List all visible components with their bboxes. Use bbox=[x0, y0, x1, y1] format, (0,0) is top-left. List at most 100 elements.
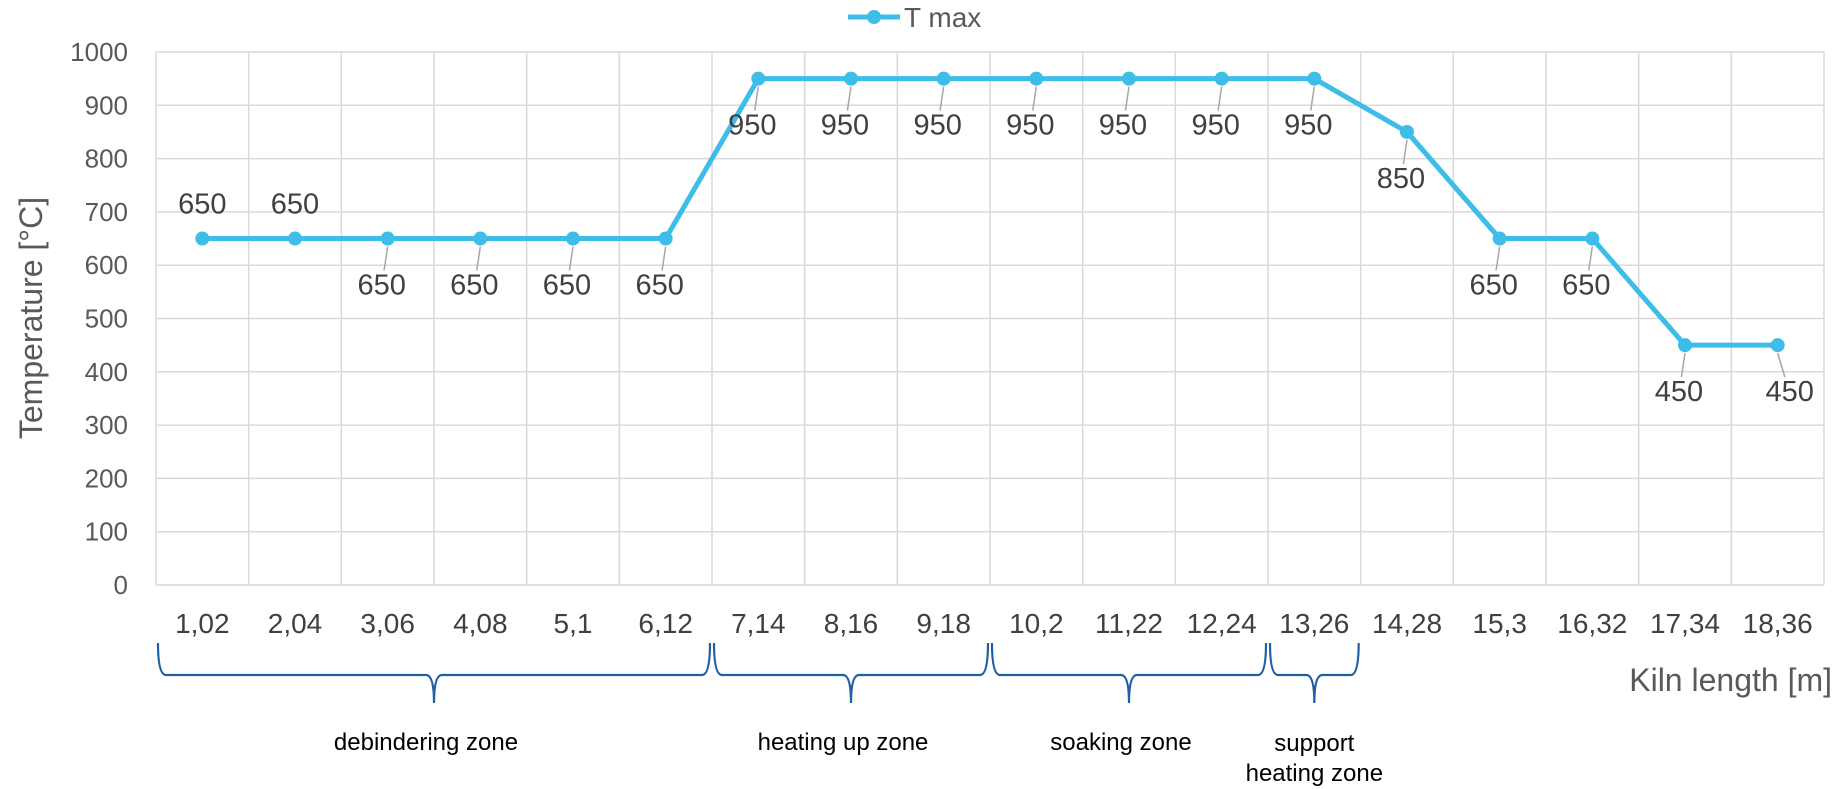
data-label: 950 bbox=[1284, 110, 1332, 142]
x-tick-label: 3,06 bbox=[360, 608, 415, 639]
data-label-leader bbox=[1495, 246, 1501, 271]
y-tick-label: 500 bbox=[85, 304, 128, 334]
data-label-leader bbox=[1402, 139, 1408, 165]
data-label: 950 bbox=[1006, 110, 1054, 142]
x-tick-label: 9,18 bbox=[916, 608, 971, 639]
data-point bbox=[195, 231, 210, 246]
data-point bbox=[380, 231, 395, 246]
zone-brace bbox=[1268, 642, 1360, 704]
data-point bbox=[473, 231, 488, 246]
x-axis-title: Kiln length [m] bbox=[1629, 662, 1832, 698]
zone-label-line: support bbox=[1274, 730, 1354, 757]
data-label-leader bbox=[568, 246, 574, 271]
y-tick-label: 700 bbox=[85, 197, 128, 227]
y-tick-label: 1000 bbox=[70, 37, 128, 67]
zone-label-line: heating zone bbox=[1246, 760, 1383, 787]
legend: T max bbox=[848, 2, 981, 33]
data-label: 650 bbox=[1562, 270, 1610, 302]
x-tick-label: 13,26 bbox=[1279, 608, 1349, 639]
x-tick-label: 12,24 bbox=[1187, 608, 1257, 639]
series-line bbox=[202, 76, 1778, 348]
data-label-leader bbox=[661, 246, 667, 271]
x-tick-label: 14,28 bbox=[1372, 608, 1442, 639]
data-label: 650 bbox=[178, 189, 226, 221]
data-label: 950 bbox=[1099, 110, 1147, 142]
data-label: 950 bbox=[728, 110, 776, 142]
data-label: 950 bbox=[821, 110, 869, 142]
data-point bbox=[566, 231, 580, 246]
data-label-leader bbox=[1680, 353, 1686, 378]
gridlines bbox=[155, 51, 1825, 586]
zone-label: heating up zone bbox=[758, 729, 929, 756]
data-label: 650 bbox=[635, 270, 683, 302]
data-point bbox=[1214, 71, 1229, 86]
x-tick-label: 17,34 bbox=[1650, 608, 1720, 639]
zone-annotations: debindering zone heating up zone soaking z… bbox=[156, 642, 1383, 787]
x-tick-label: 7,14 bbox=[731, 608, 786, 639]
data-point bbox=[1122, 71, 1136, 86]
zone-brace bbox=[712, 642, 990, 704]
x-tick-label: 5,1 bbox=[554, 608, 593, 639]
y-tick-label: 400 bbox=[85, 357, 128, 387]
y-tick-label: 600 bbox=[85, 250, 128, 280]
x-tick-label: 11,22 bbox=[1095, 608, 1163, 639]
data-point bbox=[1307, 71, 1322, 86]
data-label-leader bbox=[846, 86, 852, 111]
data-label-leader bbox=[1309, 86, 1316, 111]
data-label: 450 bbox=[1655, 376, 1703, 408]
data-label-leader bbox=[1217, 86, 1223, 111]
y-axis-title: Temperature [°C] bbox=[13, 197, 49, 439]
x-tick-label: 1,02 bbox=[175, 608, 230, 639]
y-axis-ticks: 0 100 200 300 400 500 600 700 800 900 1000 bbox=[70, 37, 128, 600]
y-tick-label: 100 bbox=[85, 517, 128, 547]
data-point bbox=[1770, 338, 1785, 353]
data-point bbox=[1492, 231, 1507, 246]
y-tick-label: 900 bbox=[85, 90, 128, 120]
data-label-leader bbox=[1031, 86, 1038, 111]
x-tick-label: 6,12 bbox=[638, 608, 693, 639]
y-tick-label: 0 bbox=[114, 570, 128, 600]
data-point bbox=[936, 71, 951, 86]
data-label: 650 bbox=[450, 270, 498, 302]
x-tick-label: 16,32 bbox=[1557, 608, 1627, 639]
x-tick-label: 10,2 bbox=[1009, 608, 1064, 639]
data-label: 650 bbox=[543, 270, 591, 302]
data-point bbox=[1678, 338, 1692, 353]
data-label-leader bbox=[475, 246, 482, 271]
data-label-leader bbox=[1587, 246, 1594, 271]
data-label-leader bbox=[1124, 86, 1130, 111]
data-label-leader bbox=[939, 86, 945, 111]
data-label: 950 bbox=[1191, 110, 1239, 142]
legend-label: T max bbox=[904, 2, 981, 33]
zone-label: soaking zone bbox=[1050, 729, 1191, 756]
zone-brace bbox=[156, 642, 712, 704]
data-point bbox=[658, 231, 673, 246]
x-tick-label: 18,36 bbox=[1743, 608, 1813, 639]
data-label: 650 bbox=[271, 189, 319, 221]
data-label: 450 bbox=[1765, 376, 1813, 408]
data-point bbox=[1029, 71, 1044, 86]
zone-label: support heating zone bbox=[1246, 730, 1383, 787]
data-label: 850 bbox=[1377, 163, 1425, 195]
x-tick-label: 8,16 bbox=[824, 608, 879, 639]
data-labels: 650 650 650 650 650 650 950 950 950 950 950 950 950 8… bbox=[178, 110, 1814, 409]
data-label-leader bbox=[383, 246, 389, 271]
data-point bbox=[751, 71, 766, 86]
data-point bbox=[1400, 124, 1414, 139]
zone-label: debindering zone bbox=[334, 729, 518, 756]
x-axis-ticks: 1,02 2,04 3,06 4,08 5,1 6,12 7,14 8,16 9,18 10,2 1… bbox=[175, 608, 1813, 639]
data-label: 650 bbox=[357, 270, 405, 302]
y-tick-label: 800 bbox=[85, 144, 128, 174]
x-tick-label: 4,08 bbox=[453, 608, 508, 639]
x-tick-label: 2,04 bbox=[268, 608, 323, 639]
legend-marker-swatch bbox=[867, 10, 881, 24]
zone-brace bbox=[990, 642, 1268, 704]
data-point bbox=[1585, 231, 1600, 246]
data-label-leader bbox=[1776, 352, 1786, 378]
data-label: 950 bbox=[913, 110, 961, 142]
data-label: 650 bbox=[1469, 270, 1517, 302]
data-label-leader bbox=[753, 86, 760, 111]
data-point bbox=[288, 231, 302, 246]
data-label-leaders bbox=[383, 86, 1786, 378]
